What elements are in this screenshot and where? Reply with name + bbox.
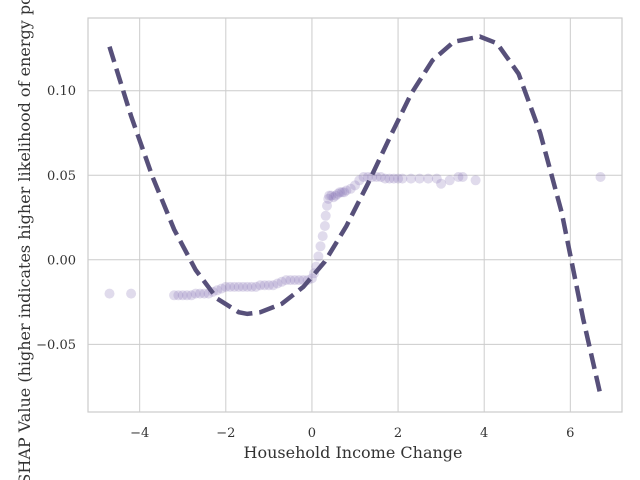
scatter-point: [330, 190, 341, 201]
scatter-point: [238, 281, 248, 292]
scatter-point: [294, 275, 304, 286]
scatter-point: [457, 172, 468, 182]
scatter-point: [276, 276, 287, 287]
scatter-point: [380, 173, 391, 184]
scatter-point: [281, 275, 292, 286]
scatter-point: [453, 172, 464, 182]
scatter-point: [436, 178, 447, 189]
scatter-point: [354, 175, 365, 186]
fit-line-series: [107, 34, 603, 396]
scatter-point: [470, 175, 481, 186]
x-tick-label: 4: [480, 426, 488, 441]
scatter-point: [319, 221, 330, 231]
scatter-point: [322, 200, 332, 211]
scatter-point: [328, 192, 339, 203]
scatter-point: [397, 173, 408, 184]
scatter-point: [285, 275, 296, 286]
scatter-point: [104, 288, 115, 299]
scatter-point: [169, 290, 180, 301]
scatter-point: [337, 187, 348, 198]
fit-line: [107, 34, 603, 396]
scatter-point: [375, 172, 386, 182]
scatter-series: [104, 172, 606, 301]
scatter-point: [406, 173, 416, 184]
scatter-point: [414, 173, 425, 184]
scatter-point: [233, 281, 244, 292]
scatter-point: [595, 172, 606, 182]
scatter-point: [190, 288, 201, 299]
scatter-point: [315, 241, 326, 252]
scatter-point: [220, 281, 231, 292]
scatter-point: [341, 185, 352, 196]
x-axis-label: Household Income Change: [244, 443, 463, 462]
scatter-point: [323, 193, 334, 204]
scatter-point: [324, 190, 335, 201]
scatter-point: [350, 180, 360, 191]
scatter-point: [289, 275, 300, 286]
scatter-point: [173, 290, 184, 301]
scatter-point: [345, 183, 356, 194]
y-tick-labels: −0.05 0.00 0.05 0.10: [36, 84, 76, 353]
scatter-point: [358, 172, 369, 182]
plot-border: [87, 17, 623, 413]
scatter-point: [263, 280, 274, 291]
x-tick-label: −4: [130, 426, 149, 441]
grid: [88, 18, 622, 412]
scatter-point: [216, 283, 227, 294]
scatter-point: [212, 285, 223, 296]
y-axis-label: SHAP Value (higher indicates higher like…: [15, 0, 34, 480]
scatter-point: [326, 190, 337, 201]
scatter-point: [225, 281, 236, 292]
scatter-point: [388, 173, 399, 184]
scatter-point: [384, 173, 395, 184]
scatter-point: [272, 278, 283, 289]
y-tick-label: −0.05: [36, 338, 76, 353]
scatter-point: [251, 281, 261, 292]
plot-frame: [87, 17, 623, 413]
scatter-point: [182, 290, 192, 301]
y-tick-label: 0.10: [47, 84, 76, 99]
scatter-point: [195, 288, 205, 299]
scatter-point: [423, 173, 434, 184]
scatter-point: [393, 173, 404, 184]
x-tick-labels: −4 −2 0 2 4 6: [130, 426, 574, 441]
x-tick-label: 6: [566, 426, 574, 441]
y-tick-label: 0.05: [47, 169, 76, 184]
scatter-point: [186, 290, 197, 301]
scatter-point: [332, 188, 343, 199]
scatter-point: [334, 187, 345, 198]
scatter-point: [313, 251, 324, 262]
scatter-point: [259, 280, 270, 291]
scatter-point: [320, 210, 331, 221]
scatter-point: [431, 173, 442, 184]
scatter-point: [339, 187, 350, 198]
x-tick-label: −2: [216, 426, 235, 441]
x-tick-label: 0: [308, 426, 316, 441]
scatter-point: [126, 288, 137, 299]
scatter-point: [177, 290, 188, 301]
scatter-point: [242, 281, 253, 292]
scatter-point: [229, 281, 240, 292]
x-tick-label: 2: [394, 426, 402, 441]
scatter-point: [317, 231, 328, 242]
scatter-point: [255, 280, 266, 291]
scatter-point: [246, 281, 257, 292]
scatter-point: [268, 280, 279, 291]
scatter-point: [362, 172, 373, 182]
scatter-point: [199, 288, 210, 299]
y-tick-label: 0.00: [47, 253, 76, 268]
scatter-point: [444, 175, 455, 186]
